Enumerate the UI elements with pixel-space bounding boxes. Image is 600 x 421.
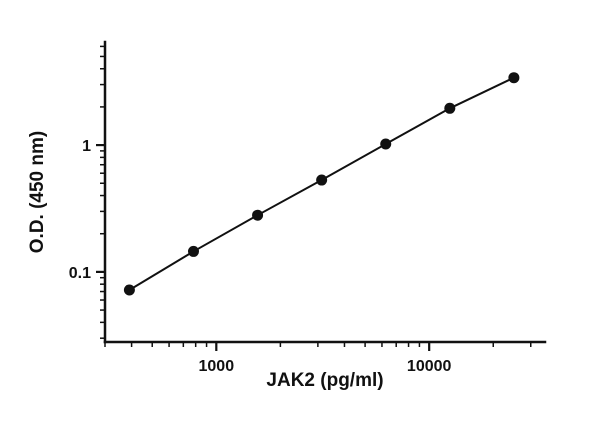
data-point xyxy=(123,284,135,296)
x-tick-label: 1000 xyxy=(199,358,235,375)
y-tick-label: 0.1 xyxy=(69,265,91,282)
data-point xyxy=(444,102,456,114)
data-point xyxy=(508,72,520,84)
x-axis-title: JAK2 (pg/ml) xyxy=(266,370,384,391)
data-point xyxy=(252,209,264,221)
data-point xyxy=(316,174,328,186)
data-point xyxy=(187,245,199,257)
x-tick-label: 10000 xyxy=(407,358,452,375)
y-tick-label: 1 xyxy=(82,138,91,155)
data-point xyxy=(380,138,392,150)
y-axis-title: O.D. (450 nm) xyxy=(27,130,48,254)
